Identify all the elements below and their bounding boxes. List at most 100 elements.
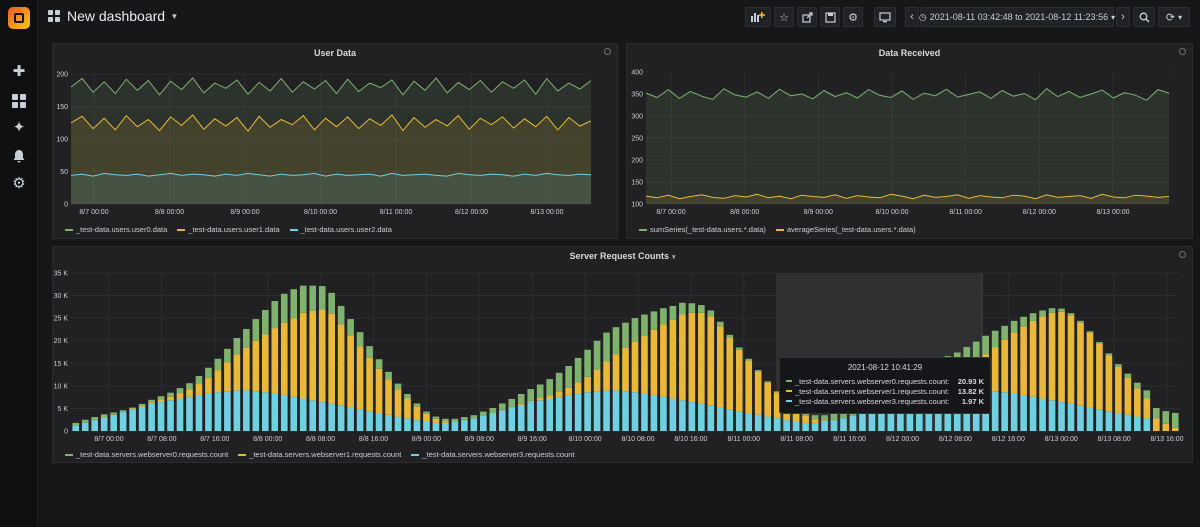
bar-segment	[252, 391, 260, 431]
legend-item[interactable]: _test-data.users.user0.data	[65, 225, 167, 234]
bar-segment	[622, 347, 629, 392]
bar-segment	[470, 415, 478, 419]
bar-segment	[792, 421, 800, 431]
zoom-out-button[interactable]	[1133, 7, 1155, 27]
bar-segment	[205, 377, 212, 394]
caret-down-icon: ▾	[172, 10, 177, 21]
x-tick-label: 8/11 00:00	[380, 209, 413, 216]
bar-segment	[1067, 315, 1075, 404]
bar-segment	[726, 409, 734, 431]
x-tick-label: 8/9 00:00	[230, 209, 259, 216]
series-area	[71, 173, 591, 204]
bar-segment	[622, 322, 629, 348]
dashboard-picker[interactable]: New dashboard ▾	[48, 8, 177, 24]
bar-segment	[660, 324, 667, 397]
bar-segment	[735, 349, 743, 412]
y-tick-label: 200	[631, 158, 643, 165]
dashboard-settings-button[interactable]: ⚙	[843, 7, 863, 27]
bar-segment	[309, 310, 317, 401]
bar-segment	[1020, 326, 1027, 395]
bar-segment	[205, 367, 212, 378]
bar-segment	[1039, 310, 1046, 317]
bar-segment	[536, 400, 544, 431]
bar-segment	[603, 332, 610, 362]
bar-segment	[669, 319, 677, 399]
series-line	[645, 193, 1170, 200]
bar-segment	[385, 371, 392, 380]
view-mode-button[interactable]	[874, 7, 896, 27]
bar-segment	[565, 394, 572, 431]
bar-segment	[574, 357, 582, 383]
legend-item[interactable]: _test-data.servers.webserver3.requests.c…	[411, 450, 575, 459]
bar-segment	[802, 412, 809, 416]
star-button[interactable]: ☆	[774, 7, 794, 27]
bar-segment	[423, 421, 430, 431]
time-forward-button[interactable]: ›	[1116, 7, 1130, 27]
legend-item[interactable]: _test-data.users.user1.data	[177, 225, 280, 234]
bar-segment	[176, 388, 184, 394]
bar-segment	[451, 421, 459, 431]
bar-segment	[631, 392, 639, 431]
y-tick-label: 50	[60, 169, 68, 176]
bar-segment	[261, 334, 269, 393]
bar-segment	[641, 335, 648, 394]
legend-item[interactable]: _test-data.users.user2.data	[289, 225, 392, 234]
refresh-button[interactable]: ⟳ ▾	[1158, 7, 1190, 27]
y-tick-label: 15 K	[54, 361, 69, 368]
plus-icon[interactable]: ✚	[12, 63, 26, 80]
bar-segment	[148, 399, 155, 403]
time-back-button[interactable]: ‹	[905, 7, 919, 27]
gear-icon[interactable]: ⚙	[12, 175, 26, 192]
legend-item[interactable]: _test-data.servers.webserver0.requests.c…	[65, 450, 228, 459]
y-tick-label: 25 K	[54, 316, 69, 323]
compass-icon[interactable]: ✦	[12, 119, 26, 136]
add-panel-button[interactable]	[745, 7, 771, 27]
bar-segment	[641, 314, 648, 336]
panel-loading-icon	[1179, 251, 1186, 258]
bar-segment	[555, 391, 563, 397]
bar-segment	[375, 359, 383, 369]
legend-item[interactable]: sumSeries(_test-data.users.*.data)	[639, 225, 766, 234]
bar-segment	[1039, 316, 1046, 399]
bar-segment	[1048, 308, 1056, 313]
data-received-chart[interactable]: 100 150 200 250 300 350 400 8/7 00:00 8/8 00:00 8…	[627, 44, 1194, 240]
bar-segment	[584, 376, 591, 393]
bar-segment	[442, 422, 449, 431]
y-tick-label: 35 K	[54, 271, 69, 278]
grafana-logo-icon[interactable]	[8, 7, 30, 29]
panel-loading-icon	[604, 48, 611, 55]
bar-segment	[271, 393, 279, 431]
legend-item[interactable]: averageSeries(_test-data.users.*.data)	[775, 225, 916, 234]
dashboard-title: New dashboard	[67, 8, 166, 24]
bar-segment	[186, 396, 193, 431]
panel-title[interactable]: User Data	[313, 48, 357, 58]
bar-segment	[754, 370, 762, 372]
panel-title[interactable]: Data Received	[878, 48, 941, 58]
bar-segment	[546, 379, 553, 396]
bar-segment	[233, 354, 241, 391]
bar-segment	[517, 403, 525, 405]
time-range-picker[interactable]: ◷ 2021-08-11 03:42:48 to 2021-08-12 11:2…	[919, 7, 1115, 27]
bar-segment	[489, 412, 497, 431]
bar-segment	[394, 389, 402, 417]
legend: _test-data.users.user0.data _test-data.u…	[65, 225, 392, 234]
bar-segment	[811, 419, 819, 423]
legend-item[interactable]: _test-data.servers.webserver1.requests.c…	[238, 450, 401, 459]
x-tick-label: 8/7 00:00	[656, 209, 685, 216]
bell-icon[interactable]	[11, 148, 27, 164]
x-tick-label: 8/13 00:00	[530, 209, 563, 216]
dashboards-icon[interactable]	[11, 93, 27, 109]
series-line	[70, 114, 592, 133]
bar-segment	[783, 420, 790, 431]
bar-segment	[328, 292, 335, 314]
share-button[interactable]	[797, 7, 817, 27]
bar-segment	[157, 402, 165, 431]
user-data-chart[interactable]: 0 50 100 150 200 8/7 00:00 8/8 00:00 8/9 00:00 8…	[53, 44, 619, 240]
bar-segment	[119, 410, 127, 412]
bar-segment	[972, 341, 980, 363]
y-tick-label: 150	[631, 180, 643, 187]
save-button[interactable]	[820, 7, 840, 27]
panel-title[interactable]: Server Request Counts ▾	[569, 251, 676, 261]
bar-segment	[432, 422, 440, 431]
server-request-chart[interactable]: 0 5 K 10 K 15 K 20 K 25 K 30 K 35 K 8/7 00:00 8/7…	[53, 247, 1194, 464]
